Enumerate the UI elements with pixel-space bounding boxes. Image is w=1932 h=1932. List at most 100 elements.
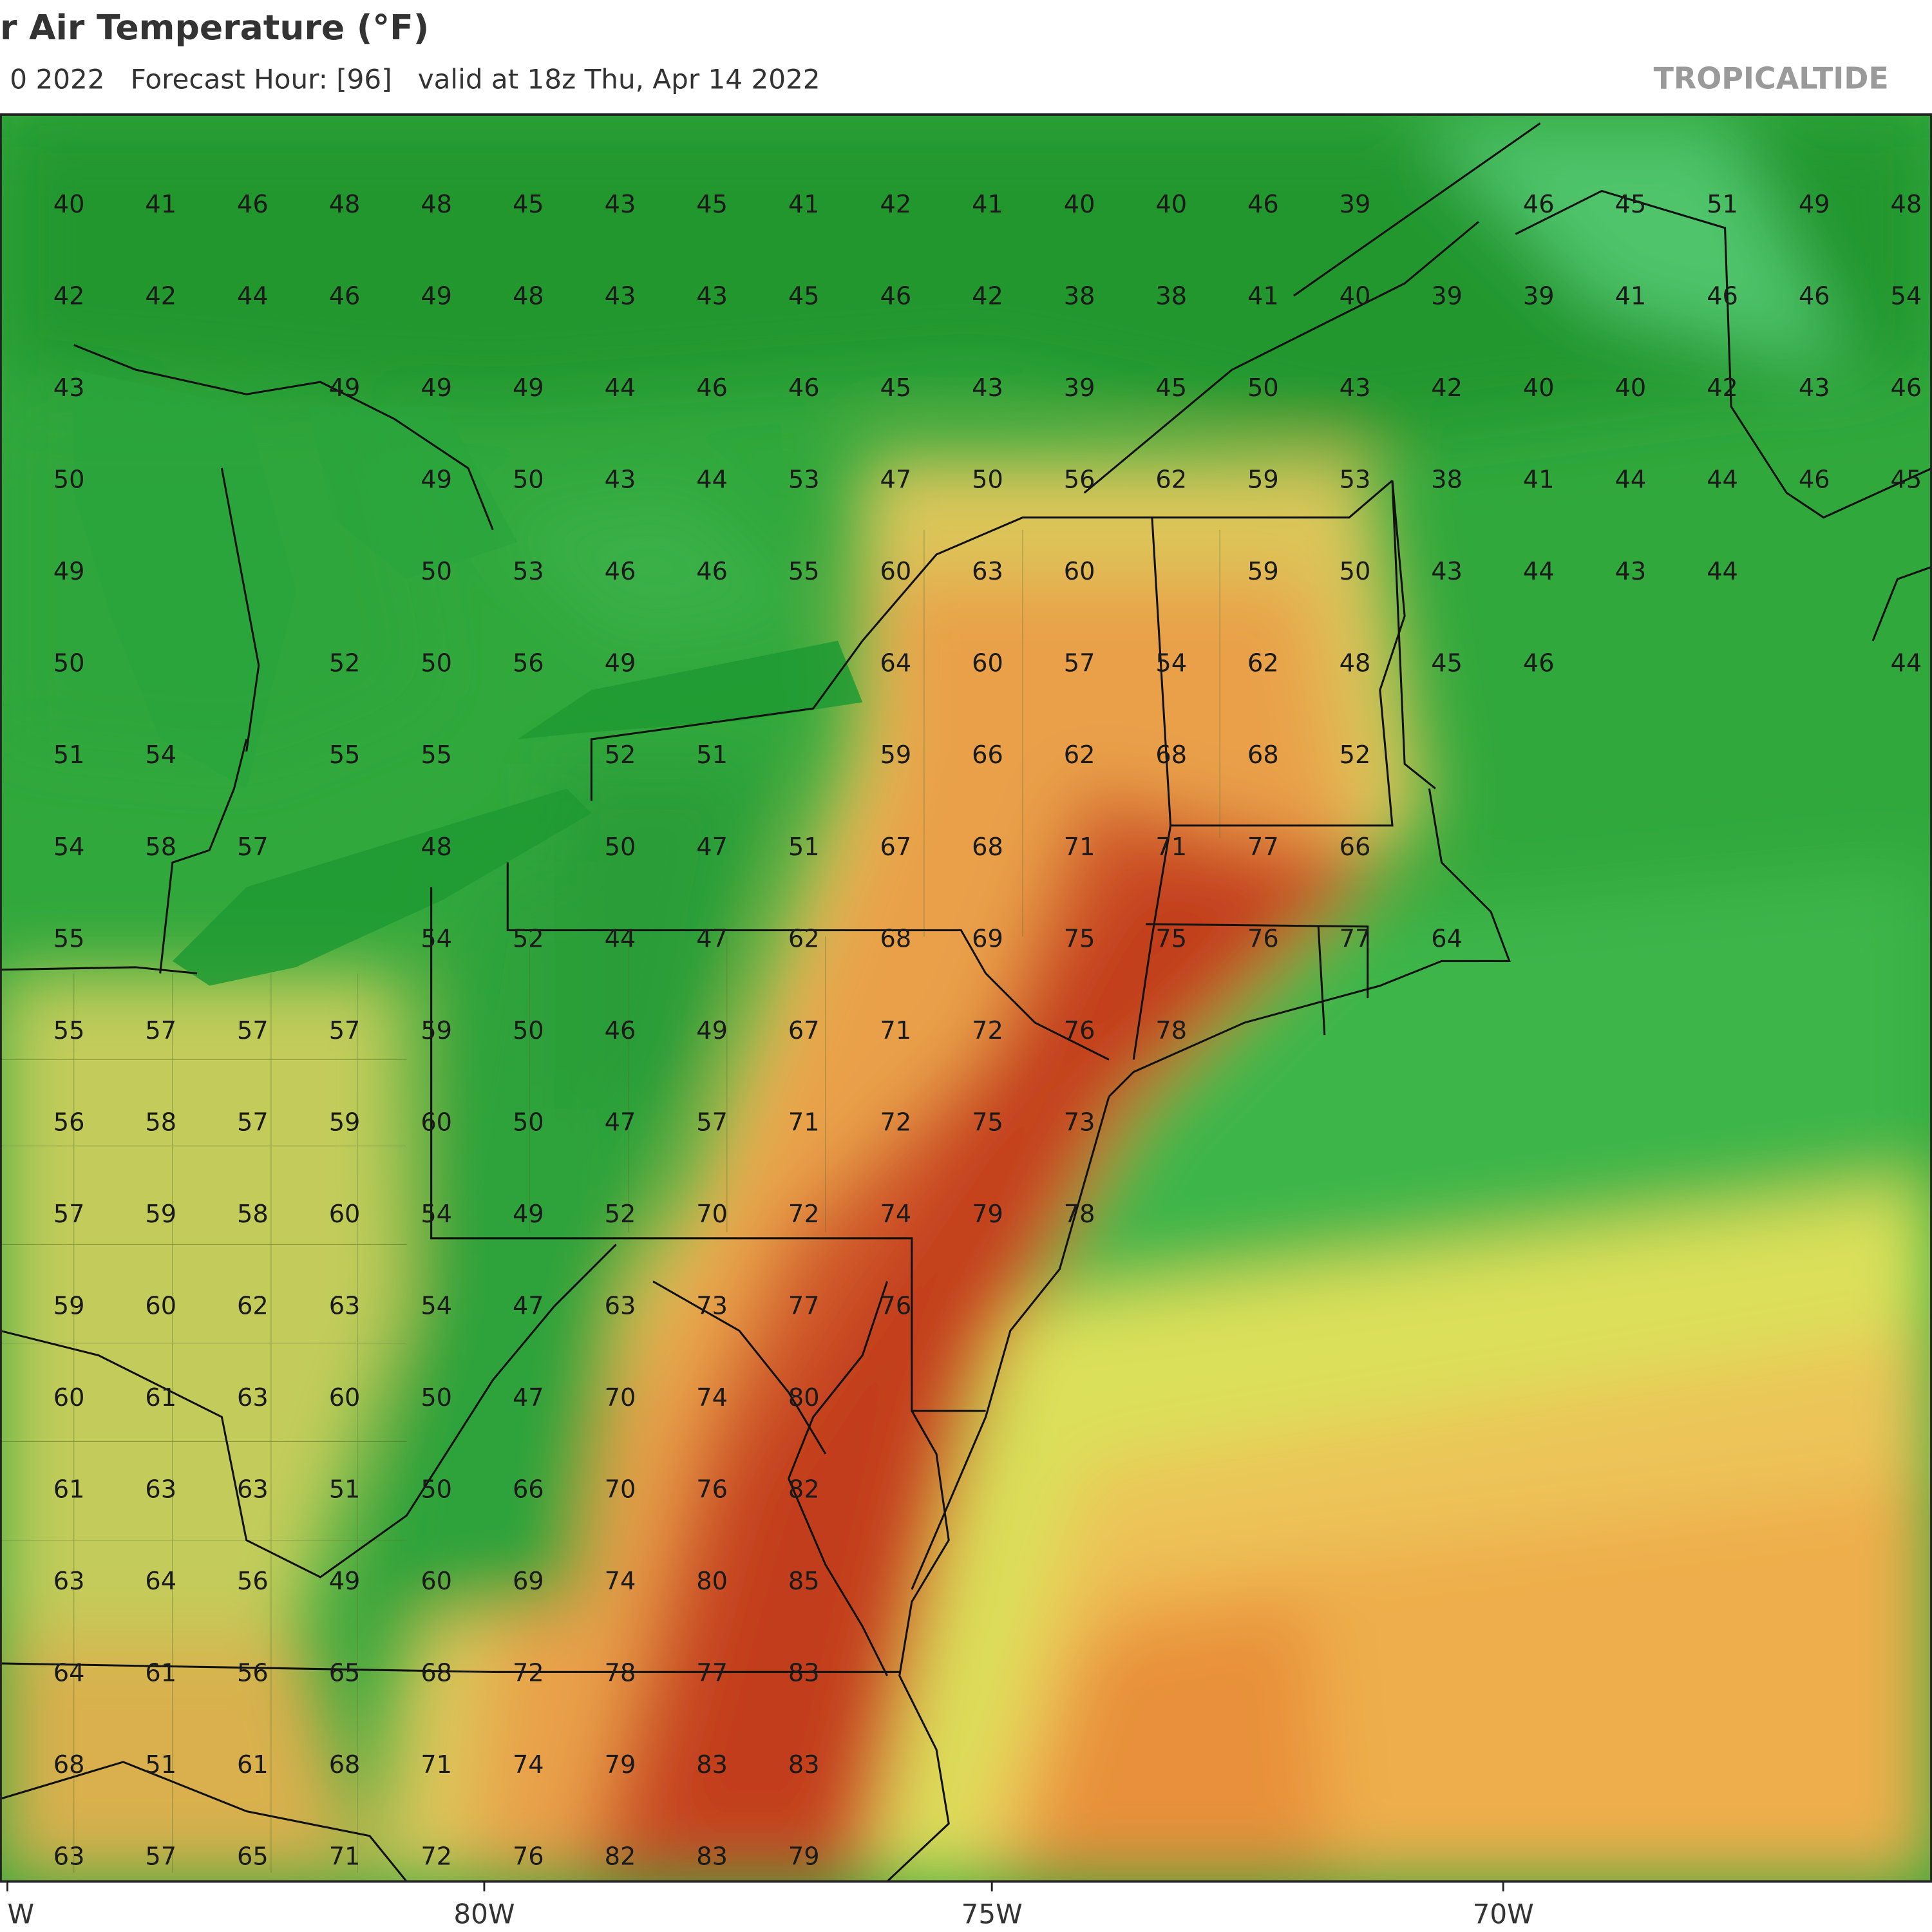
temperature-label: 57 xyxy=(53,1200,85,1229)
temperature-label: 52 xyxy=(1340,741,1371,770)
temperature-label: 38 xyxy=(1064,282,1095,311)
temperature-label: 58 xyxy=(145,833,176,862)
temperature-label: 68 xyxy=(1247,741,1279,770)
temperature-label: 59 xyxy=(880,741,912,770)
boundaries xyxy=(0,122,1932,1882)
temperature-label: 75 xyxy=(1064,924,1095,953)
temperature-label: 39 xyxy=(1523,282,1555,311)
temperature-label: 51 xyxy=(329,1475,361,1504)
temperature-label: 69 xyxy=(513,1567,544,1596)
temperature-label: 53 xyxy=(788,466,820,495)
temperature-label: 49 xyxy=(513,1200,544,1229)
temperature-label: 72 xyxy=(972,1016,1003,1045)
brand: TROPICALTIDE xyxy=(1654,61,1889,96)
temperature-label: 71 xyxy=(421,1750,452,1779)
temperature-label: 51 xyxy=(1707,190,1738,219)
temperature-label: 41 xyxy=(788,190,820,219)
temperature-label: 57 xyxy=(237,833,269,862)
temperature-label: 55 xyxy=(421,741,452,770)
temperature-label: 68 xyxy=(329,1750,361,1779)
temperature-label: 61 xyxy=(53,1475,85,1504)
temperature-label: 43 xyxy=(605,466,636,495)
temperature-label: 54 xyxy=(421,924,452,953)
temperature-label: 43 xyxy=(1799,374,1830,402)
temperature-label: 44 xyxy=(1707,466,1738,495)
temperature-label: 48 xyxy=(1890,190,1922,219)
temperature-label: 49 xyxy=(1799,190,1830,219)
temperature-label: 46 xyxy=(1707,282,1738,311)
temperature-label: 73 xyxy=(696,1291,728,1320)
temperature-label: 82 xyxy=(788,1475,820,1504)
temperature-label: 44 xyxy=(237,282,269,311)
temperature-label: 50 xyxy=(421,1475,452,1504)
temperature-label: 47 xyxy=(696,924,728,953)
map-frame xyxy=(0,113,1932,1883)
temperature-label: 63 xyxy=(53,1842,85,1871)
temperature-label: 75 xyxy=(1155,924,1187,953)
temperature-label: 71 xyxy=(788,1108,820,1137)
temperature-label: 72 xyxy=(880,1108,912,1137)
temperature-label: 46 xyxy=(237,190,269,219)
temperature-label: 74 xyxy=(880,1200,912,1229)
temperature-label: 76 xyxy=(1064,1016,1095,1045)
temperature-label: 60 xyxy=(972,649,1003,678)
temperature-label: 60 xyxy=(1064,557,1095,586)
temperature-label: 46 xyxy=(696,557,728,586)
temperature-label: 63 xyxy=(237,1383,269,1412)
temperature-label: 51 xyxy=(53,741,85,770)
temperature-label: 40 xyxy=(1523,374,1555,402)
temperature-label: 47 xyxy=(513,1383,544,1412)
temperature-label: 79 xyxy=(788,1842,820,1871)
temperature-label: 63 xyxy=(329,1291,361,1320)
longitude-label: 70W xyxy=(1473,1899,1534,1930)
temperature-label: 45 xyxy=(513,190,544,219)
temperature-label: 58 xyxy=(145,1108,176,1137)
temperature-label: 44 xyxy=(696,466,728,495)
temperature-label: 62 xyxy=(1064,741,1095,770)
temperature-label: 46 xyxy=(605,1016,636,1045)
temperature-label: 46 xyxy=(1799,466,1830,495)
temperature-label: 56 xyxy=(513,649,544,678)
temperature-label: 52 xyxy=(329,649,361,678)
temperature-label: 59 xyxy=(145,1200,176,1229)
temperature-label: 74 xyxy=(605,1567,636,1596)
temperature-label: 50 xyxy=(53,649,85,678)
temperature-label: 45 xyxy=(1431,649,1463,678)
field-shading xyxy=(0,114,1932,1882)
temperature-label: 77 xyxy=(1340,924,1371,953)
temperature-label: 71 xyxy=(329,1842,361,1871)
temperature-label: 78 xyxy=(1064,1200,1095,1229)
temperature-label: 46 xyxy=(1523,649,1555,678)
temperature-label: 44 xyxy=(1890,649,1922,678)
temperature-label: 50 xyxy=(513,466,544,495)
temperature-label: 44 xyxy=(605,924,636,953)
temperature-label: 41 xyxy=(1523,466,1555,495)
temperature-label: 59 xyxy=(1247,557,1279,586)
temperature-label: 64 xyxy=(53,1659,85,1688)
temperature-label: 73 xyxy=(1064,1108,1095,1137)
temperature-label: 57 xyxy=(237,1016,269,1045)
temperature-label: 46 xyxy=(1890,374,1922,402)
temperature-label: 55 xyxy=(788,557,820,586)
temperature-label: 47 xyxy=(880,466,912,495)
temperature-label: 46 xyxy=(605,557,636,586)
temperature-label: 50 xyxy=(53,466,85,495)
temperature-label: 42 xyxy=(53,282,85,311)
lakes xyxy=(73,369,863,986)
temperature-label: 47 xyxy=(513,1291,544,1320)
temperature-label: 55 xyxy=(53,1016,85,1045)
temperature-label: 67 xyxy=(880,833,912,862)
temperature-label: 51 xyxy=(696,741,728,770)
temperature-label: 39 xyxy=(1431,282,1463,311)
temperature-label: 76 xyxy=(696,1475,728,1504)
temperature-label: 46 xyxy=(880,282,912,311)
temperature-label: 64 xyxy=(880,649,912,678)
temperature-label: 49 xyxy=(421,282,452,311)
temperature-label: 63 xyxy=(972,557,1003,586)
temperature-label: 68 xyxy=(880,924,912,953)
temperature-label: 61 xyxy=(145,1659,176,1688)
temperature-label: 45 xyxy=(1890,466,1922,495)
temperature-label: 51 xyxy=(145,1750,176,1779)
temperature-label: 83 xyxy=(696,1842,728,1871)
